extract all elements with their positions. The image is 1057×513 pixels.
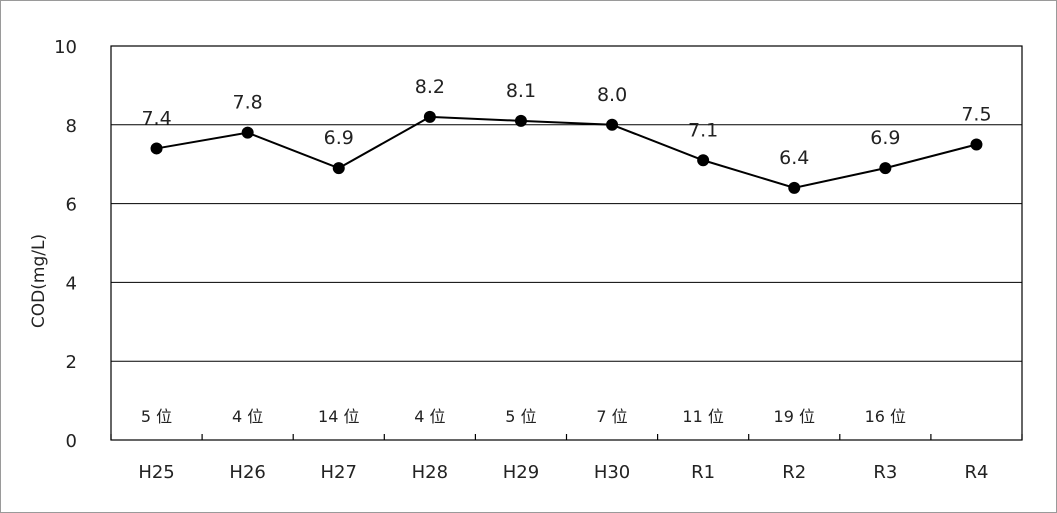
y-tick-label: 8 [66,116,77,137]
y-axis-title: COD(mg/L) [29,234,49,328]
data-label: 6.9 [870,127,900,149]
data-labels: 7.4 7.8 6.9 8.2 8.1 8.0 7.1 6.4 6.9 7.5 [141,76,991,169]
data-point [423,110,436,123]
x-tick-label: H30 [594,462,630,483]
rank-annotation: 5 位 [505,407,536,426]
data-point [514,114,527,127]
rank-annotation: 11 位 [682,407,723,426]
data-point [788,181,801,194]
rank-annotation: 19 位 [774,407,815,426]
x-tick-label: R2 [782,462,806,483]
x-tick-labels: H25 H26 H27 H28 H29 H30 R1 R2 R3 R4 [138,462,988,483]
data-point [879,162,892,175]
rank-annotation: 5 位 [141,407,172,426]
y-tick-label: 2 [66,352,77,373]
series-line [156,115,977,189]
x-tick-label: R1 [691,462,715,483]
series-points [150,110,983,194]
rank-annotation: 4 位 [232,407,263,426]
y-tick-label: 6 [66,195,77,216]
series-line-path [156,115,977,189]
rank-annotation: 4 位 [414,407,445,426]
axes [110,45,1023,441]
data-point [606,118,619,131]
data-point [241,126,254,139]
data-label: 6.4 [779,147,809,169]
data-label: 7.5 [961,104,991,126]
x-tick-label: H25 [138,462,174,483]
x-tick-label: R3 [873,462,897,483]
data-label: 8.0 [597,84,627,106]
data-label: 8.2 [415,76,445,98]
x-tick-label: R4 [964,462,988,483]
data-label: 7.1 [688,119,718,141]
x-tick-label: H28 [412,462,448,483]
data-label: 7.4 [141,107,171,129]
rank-annotation: 14 位 [318,407,359,426]
data-label: 7.8 [233,92,263,114]
x-tick-label: H26 [229,462,265,483]
data-point [697,154,710,167]
rank-annotations: 5 位 4 位 14 位 4 位 5 位 7 位 11 位 19 位 16 位 [141,407,906,426]
y-tick-label: 0 [66,431,77,452]
data-label: 6.9 [324,127,354,149]
data-point [150,142,163,155]
y-tick-labels: 0 2 4 6 8 10 [54,37,77,452]
data-point [970,138,983,151]
y-tick-label: 10 [54,37,77,58]
rank-annotation: 16 位 [865,407,906,426]
y-tick-label: 4 [66,273,77,294]
data-label: 8.1 [506,80,536,102]
x-tick-label: H27 [321,462,357,483]
data-point [332,162,345,175]
rank-annotation: 7 位 [596,407,627,426]
x-tick-label: H29 [503,462,539,483]
